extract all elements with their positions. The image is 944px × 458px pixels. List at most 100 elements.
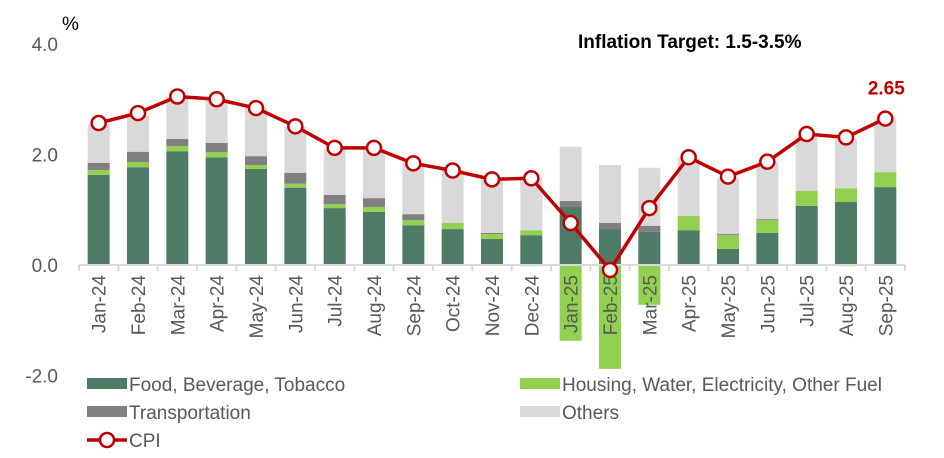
bar-segment-transportation xyxy=(363,198,385,207)
bar-segment-food-beverage-tobacco xyxy=(245,168,267,265)
bar-segment-others xyxy=(795,136,818,191)
cpi-marker xyxy=(405,155,422,172)
bar-segment-food-beverage-tobacco xyxy=(166,151,189,265)
bar-segment-housing-water-electricity-other-fuel xyxy=(205,152,228,158)
x-tick-label: Dec-24 xyxy=(522,275,543,337)
bar-segment-food-beverage-tobacco xyxy=(363,211,385,265)
x-tick-label: Feb-25 xyxy=(601,275,622,335)
bar-segment-others xyxy=(717,178,739,235)
bar-stack xyxy=(363,148,385,265)
y-axis-unit-label: % xyxy=(62,14,79,35)
bar-segment-others xyxy=(363,148,385,199)
x-tick-label: Sep-24 xyxy=(404,275,425,337)
cpi-marker xyxy=(287,118,304,135)
cpi-marker xyxy=(483,171,501,188)
bar-stack xyxy=(323,148,346,265)
x-tick-label: Mar-24 xyxy=(168,275,189,336)
x-tick-label: Jan-24 xyxy=(90,275,111,334)
x-tick-label: Jun-25 xyxy=(758,275,779,333)
bar-segment-food-beverage-tobacco xyxy=(284,187,307,265)
x-tick-label: Mar-25 xyxy=(640,275,661,335)
bar-segment-others xyxy=(284,126,307,173)
bar-segment-transportation xyxy=(284,172,307,184)
legend-swatch xyxy=(520,406,560,417)
bar-segment-housing-water-electricity-other-fuel xyxy=(245,164,267,169)
bar-segment-food-beverage-tobacco xyxy=(323,208,346,265)
bar-segment-food-beverage-tobacco xyxy=(677,230,700,265)
legend-item: Housing, Water, Electricity, Other Fuel xyxy=(520,375,882,396)
bar-stack xyxy=(677,157,700,265)
bar-segment-food-beverage-tobacco xyxy=(402,225,425,265)
bar-segment-housing-water-electricity-other-fuel xyxy=(87,169,110,175)
bar-segment-housing-water-electricity-other-fuel xyxy=(677,215,700,231)
x-tick-label: Oct-24 xyxy=(444,275,465,332)
y-tick-label: 2.0 xyxy=(32,146,58,167)
bar-stack xyxy=(481,179,503,265)
bar-segment-transportation xyxy=(481,232,503,235)
bar-segment-housing-water-electricity-other-fuel xyxy=(638,265,661,305)
legend-item: Others xyxy=(520,403,619,424)
bar-segment-transportation xyxy=(87,162,110,170)
bar-segment-transportation xyxy=(717,234,739,236)
legend-marker xyxy=(98,431,116,449)
bar-segment-housing-water-electricity-other-fuel xyxy=(756,220,779,233)
bars-layer xyxy=(87,96,897,369)
cpi-marker xyxy=(523,170,540,187)
bar-segment-housing-water-electricity-other-fuel xyxy=(874,172,897,188)
bar-segment-housing-water-electricity-other-fuel xyxy=(441,223,464,230)
cpi-marker xyxy=(719,168,737,185)
bar-segment-others xyxy=(756,162,779,220)
x-tick-label: Jan-25 xyxy=(562,275,583,333)
cpi-line-layer xyxy=(90,88,894,279)
x-tick-label: Jul-25 xyxy=(798,275,819,327)
bar-segment-housing-water-electricity-other-fuel xyxy=(520,230,543,236)
cpi-last-value-label: 2.65 xyxy=(868,79,905,100)
bar-segment-food-beverage-tobacco xyxy=(87,174,110,265)
bar-segment-transportation xyxy=(127,151,149,163)
bar-segment-food-beverage-tobacco xyxy=(441,229,464,265)
bar-segment-housing-water-electricity-other-fuel xyxy=(795,190,818,206)
bar-segment-others xyxy=(402,163,425,215)
bar-stack xyxy=(599,164,621,369)
y-tick-label: 0.0 xyxy=(32,256,58,277)
legend-item: CPI xyxy=(87,431,161,452)
bar-segment-food-beverage-tobacco xyxy=(874,187,897,265)
cpi-marker xyxy=(798,125,815,143)
bar-stack xyxy=(756,162,779,265)
bar-segment-others xyxy=(245,107,267,157)
x-tick-label: Feb-24 xyxy=(129,275,150,336)
bar-stack xyxy=(205,99,228,265)
x-tick-label: Apr-25 xyxy=(680,275,701,332)
legend-label: Housing, Water, Electricity, Other Fuel xyxy=(562,375,882,396)
x-tick-label: Jun-24 xyxy=(286,275,307,334)
bar-stack xyxy=(795,136,818,265)
bar-segment-food-beverage-tobacco xyxy=(520,235,543,265)
legend-label: CPI xyxy=(129,431,161,452)
bar-segment-others xyxy=(835,139,857,189)
bar-stack xyxy=(520,178,543,267)
bar-segment-others xyxy=(166,96,189,140)
bar-segment-transportation xyxy=(205,142,228,153)
bar-segment-others xyxy=(323,148,346,195)
bar-segment-others xyxy=(520,178,543,231)
legend: Food, Beverage, Tobacco Housing, Water, E… xyxy=(87,375,882,452)
bar-segment-housing-water-electricity-other-fuel xyxy=(166,146,189,152)
inflation-target-annotation: Inflation Target: 1.5-3.5% xyxy=(578,32,802,53)
bar-segment-food-beverage-tobacco xyxy=(481,239,503,265)
y-tick-label: 4.0 xyxy=(32,35,58,56)
legend-label: Others xyxy=(562,403,619,424)
bar-stack xyxy=(245,107,267,265)
bar-segment-food-beverage-tobacco xyxy=(835,202,857,265)
bar-stack xyxy=(874,119,897,265)
cpi-marker xyxy=(641,199,658,217)
bar-segment-others xyxy=(559,146,582,201)
bar-segment-food-beverage-tobacco xyxy=(127,167,149,265)
bar-segment-others xyxy=(599,164,621,224)
bar-segment-transportation xyxy=(323,194,346,205)
bar-segment-others xyxy=(441,169,464,224)
bar-stack xyxy=(284,126,307,265)
cpi-marker xyxy=(326,139,343,157)
bar-segment-transportation xyxy=(402,214,425,221)
bar-segment-housing-water-electricity-other-fuel xyxy=(481,234,503,240)
